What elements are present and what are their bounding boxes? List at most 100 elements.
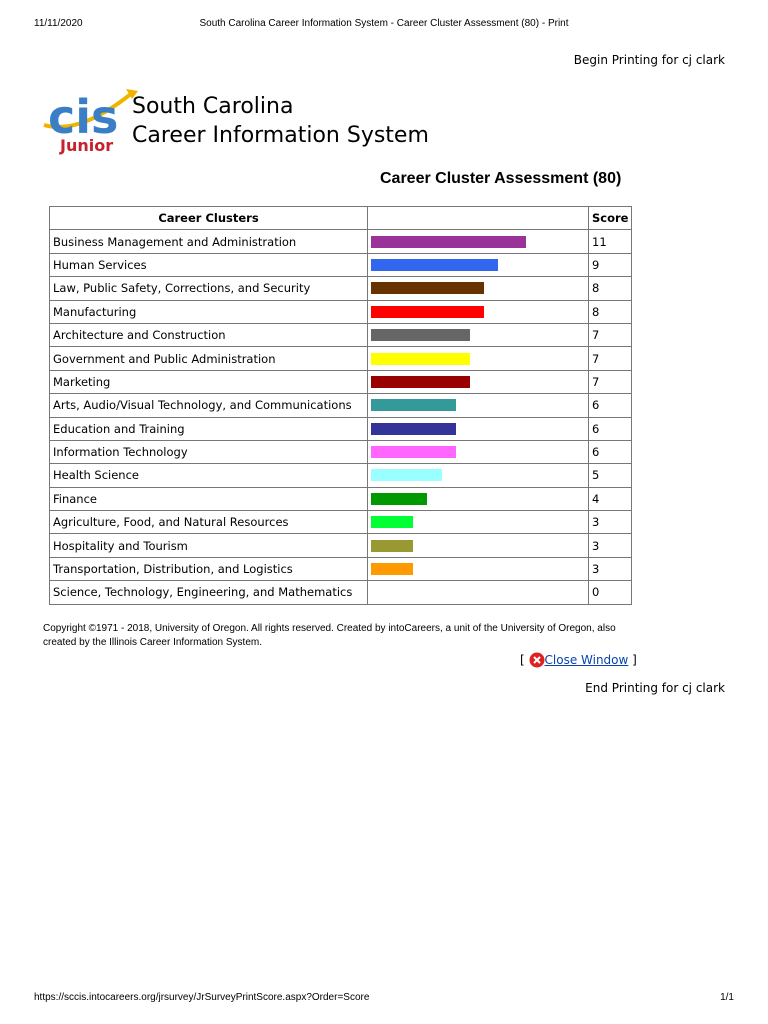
logo-line2: Career Information System bbox=[132, 123, 429, 148]
cluster-name: Marketing bbox=[49, 369, 368, 395]
cluster-name: Law, Public Safety, Corrections, and Sec… bbox=[49, 276, 368, 301]
score: 11 bbox=[587, 229, 633, 254]
bar-cell bbox=[367, 510, 589, 535]
cluster-name: Information Technology bbox=[49, 439, 368, 465]
logo-arrow bbox=[126, 89, 138, 99]
cluster-row: Human Services 9 bbox=[49, 252, 633, 278]
bar-cell bbox=[367, 276, 589, 301]
end-printing: End Printing for cj clark bbox=[585, 681, 725, 695]
score: 6 bbox=[587, 439, 633, 465]
score: 7 bbox=[587, 346, 633, 371]
cluster-row: Science, Technology, Engineering, and Ma… bbox=[49, 580, 633, 605]
logo-badge: Junior bbox=[59, 136, 113, 155]
cluster-row: Manufacturing 8 bbox=[49, 299, 633, 324]
score: 5 bbox=[587, 463, 633, 488]
cluster-name: Government and Public Administration bbox=[49, 346, 368, 371]
cluster-name: Finance bbox=[49, 486, 368, 512]
begin-printing: Begin Printing for cj clark bbox=[573, 53, 725, 67]
cluster-name: Architecture and Construction bbox=[49, 322, 368, 348]
cluster-name: Agriculture, Food, and Natural Resources bbox=[49, 510, 368, 535]
print-date: 11/11/2020 bbox=[34, 18, 83, 29]
bar-cell bbox=[367, 252, 589, 278]
header-bar bbox=[367, 205, 589, 231]
score-bar bbox=[371, 329, 470, 342]
cluster-name: Health Science bbox=[49, 463, 368, 488]
print-title: South Carolina Career Information System… bbox=[199, 18, 569, 29]
score-bar bbox=[371, 305, 484, 318]
cluster-row: Architecture and Construction 7 bbox=[49, 322, 633, 348]
score: 4 bbox=[587, 486, 633, 512]
cluster-name: Science, Technology, Engineering, and Ma… bbox=[49, 580, 368, 605]
score-bar bbox=[371, 516, 414, 529]
cluster-row: Marketing 7 bbox=[49, 369, 633, 395]
print-page: 1/1 bbox=[720, 992, 734, 1003]
cluster-row: Agriculture, Food, and Natural Resources… bbox=[49, 510, 633, 535]
score: 3 bbox=[587, 556, 633, 582]
score-bar bbox=[371, 422, 456, 435]
cluster-name: Education and Training bbox=[49, 416, 368, 441]
cluster-row: Education and Training 6 bbox=[49, 416, 633, 441]
score-bar bbox=[371, 563, 414, 576]
score-bar bbox=[371, 492, 428, 505]
logo-text: cis bbox=[48, 90, 118, 144]
bar-cell bbox=[367, 322, 589, 348]
score: 3 bbox=[587, 510, 633, 535]
cluster-name: Human Services bbox=[49, 252, 368, 278]
score-bar bbox=[371, 352, 470, 365]
close-window: [ Close Window ] bbox=[520, 652, 637, 668]
copyright: Copyright ©1971 - 2018, University of Or… bbox=[43, 623, 616, 648]
score-bar bbox=[371, 258, 498, 271]
cluster-row: Health Science 5 bbox=[49, 463, 633, 488]
close-link[interactable]: Close Window bbox=[544, 653, 629, 667]
header-cluster: Career Clusters bbox=[49, 205, 368, 231]
bar-cell bbox=[367, 346, 589, 371]
bar-cell bbox=[367, 369, 589, 395]
bar-cell bbox=[367, 393, 589, 418]
print-url: https://sccis.intocareers.org/jrsurvey/J… bbox=[34, 992, 370, 1003]
cluster-row: Law, Public Safety, Corrections, and Sec… bbox=[49, 276, 633, 301]
bracket-close: ] bbox=[632, 653, 637, 667]
score: 6 bbox=[587, 393, 633, 418]
score-bar bbox=[371, 446, 456, 459]
score-bar bbox=[371, 539, 414, 552]
cluster-name: Manufacturing bbox=[49, 299, 368, 324]
cluster-name: Arts, Audio/Visual Technology, and Commu… bbox=[49, 393, 368, 418]
cluster-table: Career Clusters Score Business Managemen… bbox=[49, 205, 633, 605]
cluster-row: Transportation, Distribution, and Logist… bbox=[49, 556, 633, 582]
logo-mark: cis Junior bbox=[43, 89, 138, 155]
cluster-name: Hospitality and Tourism bbox=[49, 533, 368, 558]
bar-cell bbox=[367, 229, 589, 254]
cluster-row: Hospitality and Tourism 3 bbox=[49, 533, 633, 558]
close-icon bbox=[529, 652, 545, 668]
score: 7 bbox=[587, 322, 633, 348]
bar-cell bbox=[367, 580, 589, 605]
header-row: Career Clusters Score bbox=[49, 205, 633, 231]
cluster-row: Arts, Audio/Visual Technology, and Commu… bbox=[49, 393, 633, 418]
score: 3 bbox=[587, 533, 633, 558]
logo-swoosh bbox=[43, 91, 134, 129]
score-bar bbox=[371, 399, 456, 412]
bar-cell bbox=[367, 556, 589, 582]
logo-line1: South Carolina bbox=[132, 94, 294, 119]
bar-cell bbox=[367, 439, 589, 465]
cluster-row: Government and Public Administration 7 bbox=[49, 346, 633, 371]
score: 8 bbox=[587, 276, 633, 301]
score-bar bbox=[371, 375, 470, 388]
cluster-name: Business Management and Administration bbox=[49, 229, 368, 254]
header-score: Score bbox=[587, 205, 633, 231]
bar-cell bbox=[367, 486, 589, 512]
score-bar bbox=[371, 282, 484, 295]
score-bar bbox=[371, 469, 442, 482]
score-bar bbox=[371, 235, 527, 248]
cluster-row: Business Management and Administration 11 bbox=[49, 229, 633, 254]
cluster-name: Transportation, Distribution, and Logist… bbox=[49, 556, 368, 582]
bar-cell bbox=[367, 299, 589, 324]
cluster-row: Information Technology 6 bbox=[49, 439, 633, 465]
score: 7 bbox=[587, 369, 633, 395]
score: 6 bbox=[587, 416, 633, 441]
score: 9 bbox=[587, 252, 633, 278]
score: 0 bbox=[587, 580, 633, 605]
bracket-open: [ bbox=[520, 653, 525, 667]
bar-cell bbox=[367, 533, 589, 558]
